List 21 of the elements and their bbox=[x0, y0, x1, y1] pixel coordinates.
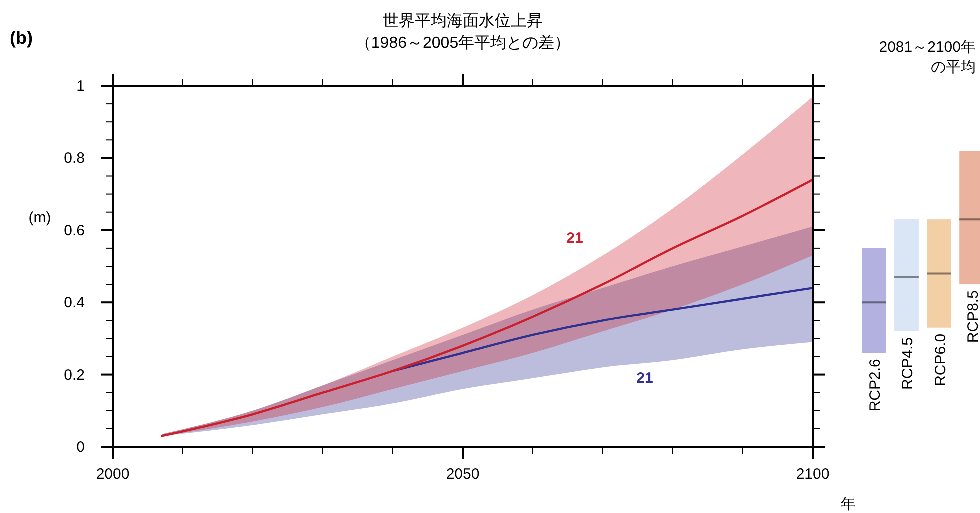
x-tick-label: 2100 bbox=[796, 466, 830, 483]
annotation: 21 bbox=[636, 370, 654, 387]
x-tick-label: 2000 bbox=[96, 466, 130, 483]
text: (b) bbox=[10, 28, 33, 48]
x-tick-label: RCP8.5 bbox=[964, 290, 980, 344]
y-axis-title: (m) bbox=[28, 210, 52, 226]
chart-title: 2081～2100年の平均 bbox=[879, 39, 976, 76]
x-axis-title: 年 bbox=[841, 496, 856, 513]
annotation: 21 bbox=[566, 230, 584, 247]
chart-title: 世界平均海面水位上昇 bbox=[383, 12, 543, 30]
y-tick-label: 1 bbox=[76, 78, 85, 95]
y-tick-label: 0.8 bbox=[64, 150, 85, 168]
x-tick-label: 2050 bbox=[446, 466, 480, 483]
y-tick-label: 0 bbox=[76, 439, 85, 456]
y-tick-label: 0.2 bbox=[64, 366, 85, 384]
chart-subtitle: （1986～2005年平均との差） bbox=[355, 34, 571, 52]
y-tick-label: 0.4 bbox=[64, 294, 85, 312]
y-tick-label: 0.6 bbox=[64, 222, 85, 240]
x-tick-label: RCP2.6 bbox=[867, 359, 884, 412]
x-tick-label: RCP6.0 bbox=[932, 334, 950, 386]
x-tick-label: RCP4.5 bbox=[900, 337, 917, 390]
